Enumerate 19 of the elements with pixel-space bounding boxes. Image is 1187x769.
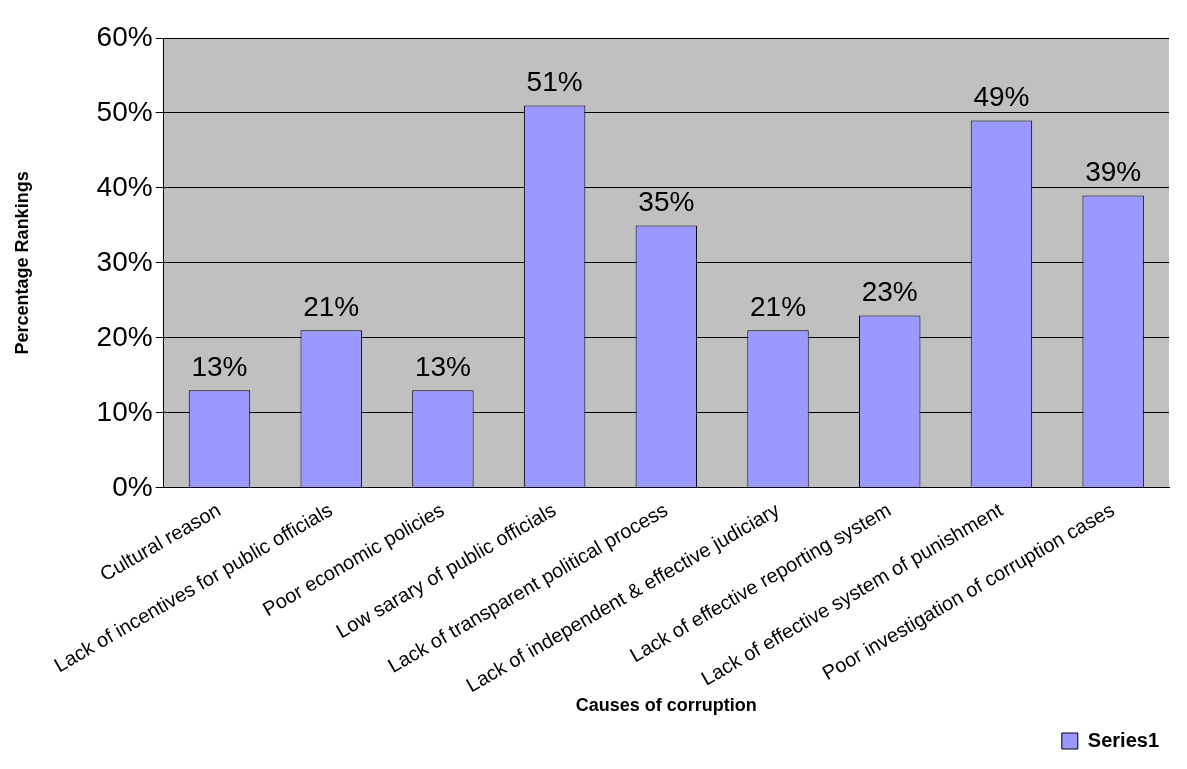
data-label: 13% [191, 351, 248, 383]
data-label: 21% [750, 291, 807, 323]
y-tick-label: 10% [96, 395, 153, 427]
y-tick-label: 0% [112, 470, 153, 502]
y-tick-label: 30% [96, 245, 153, 277]
data-label: 35% [638, 186, 695, 218]
data-label: 23% [861, 276, 918, 308]
y-tick-label: 50% [96, 95, 153, 127]
y-axis-title: Percentage Rankings [11, 171, 32, 355]
data-label: 49% [973, 81, 1030, 113]
data-label: 39% [1085, 156, 1142, 188]
data-label: 21% [303, 291, 360, 323]
y-tick-label: 20% [96, 320, 153, 352]
y-tick-label: 60% [96, 20, 153, 52]
data-label: 13% [414, 351, 471, 383]
y-tick-label: 40% [96, 170, 153, 202]
data-label: 51% [526, 66, 583, 98]
legend-label: Series1 [1087, 728, 1159, 751]
x-axis-title: Causes of corruption [575, 695, 757, 716]
